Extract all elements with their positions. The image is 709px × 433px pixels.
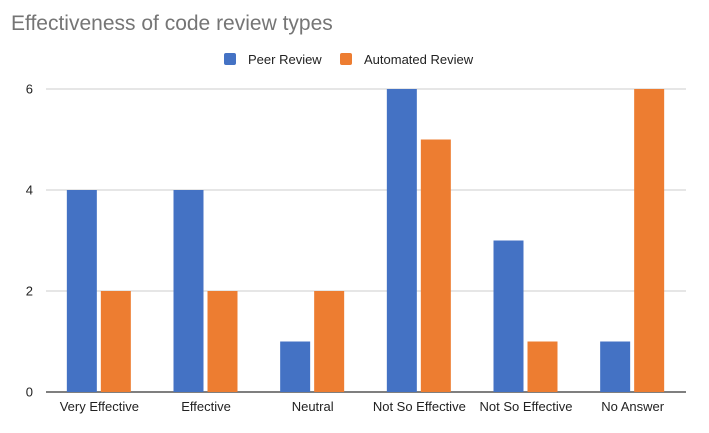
x-tick-label: Not So Effective	[480, 399, 573, 414]
bar-peer-review-6[interactable]	[600, 341, 631, 393]
bar-peer-review-2[interactable]	[173, 190, 204, 392]
legend-label-automated-review: Automated Review	[364, 52, 474, 67]
bar-peer-review-4[interactable]	[386, 89, 417, 392]
chart-title: Effectiveness of code review types	[11, 12, 333, 35]
bar-peer-review-5[interactable]	[493, 240, 524, 393]
y-tick-label: 6	[26, 82, 33, 97]
x-tick-label: Not So Effective	[373, 399, 466, 414]
x-tick-label: Effective	[181, 399, 231, 414]
bar-peer-review-3[interactable]	[280, 341, 311, 393]
x-tick-label: No Answer	[601, 399, 665, 414]
legend-swatch-automated-review	[340, 53, 352, 65]
bar-automated-review-6[interactable]	[634, 89, 665, 392]
y-tick-label: 4	[26, 183, 33, 198]
legend-label-peer-review: Peer Review	[248, 52, 322, 67]
y-tick-label: 2	[26, 284, 33, 299]
x-tick-label: Neutral	[292, 399, 334, 414]
bar-peer-review-1[interactable]	[66, 190, 97, 392]
legend-swatch-peer-review	[224, 53, 236, 65]
bar-automated-review-1[interactable]	[100, 291, 131, 392]
bar-automated-review-2[interactable]	[207, 291, 238, 392]
bar-automated-review-4[interactable]	[420, 139, 451, 393]
bar-automated-review-3[interactable]	[314, 291, 345, 392]
y-tick-label: 0	[26, 385, 33, 400]
bar-automated-review-5[interactable]	[527, 341, 558, 393]
x-tick-label: Very Effective	[60, 399, 139, 414]
